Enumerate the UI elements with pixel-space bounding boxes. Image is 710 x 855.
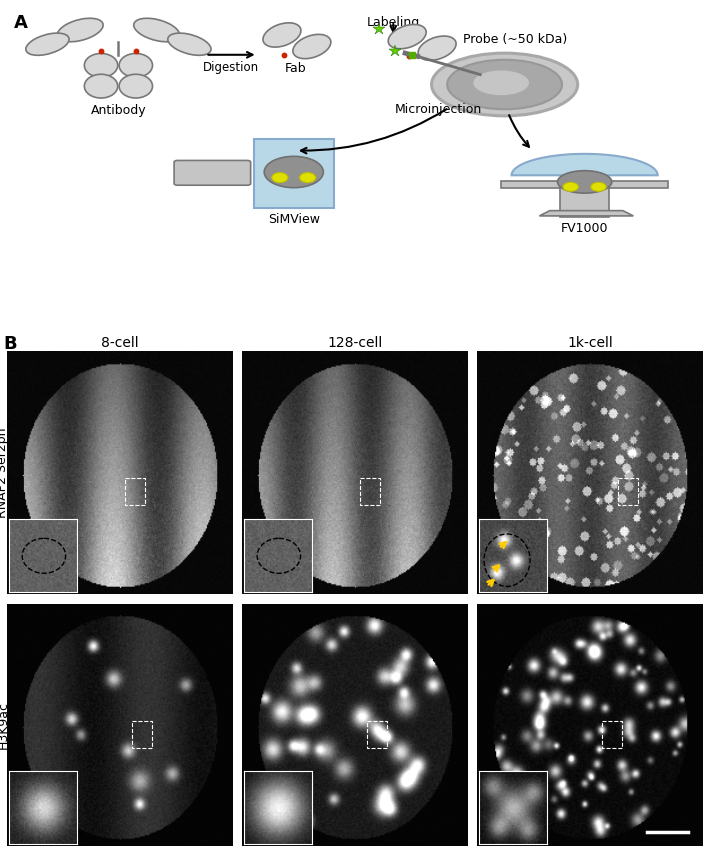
Ellipse shape xyxy=(119,74,153,98)
Text: Fab: Fab xyxy=(285,62,307,75)
Ellipse shape xyxy=(557,171,612,193)
Title: 1k-cell: 1k-cell xyxy=(567,336,613,350)
Bar xyxy=(618,478,638,504)
Bar xyxy=(125,478,146,504)
Bar xyxy=(560,187,609,216)
Ellipse shape xyxy=(58,18,103,42)
Ellipse shape xyxy=(272,173,288,183)
Ellipse shape xyxy=(447,60,562,109)
Ellipse shape xyxy=(84,74,118,98)
Title: 128-cell: 128-cell xyxy=(327,336,383,350)
Title: 8-cell: 8-cell xyxy=(102,336,139,350)
Ellipse shape xyxy=(388,25,426,49)
Text: B: B xyxy=(4,335,17,353)
Ellipse shape xyxy=(84,54,118,77)
Ellipse shape xyxy=(119,54,153,77)
Bar xyxy=(132,721,152,747)
Text: Microinjection: Microinjection xyxy=(395,103,482,115)
Text: FV1000: FV1000 xyxy=(561,221,608,234)
Ellipse shape xyxy=(168,33,211,56)
Bar xyxy=(602,721,622,747)
Ellipse shape xyxy=(418,36,456,61)
Ellipse shape xyxy=(432,53,578,116)
Text: Labeling: Labeling xyxy=(366,15,420,29)
Ellipse shape xyxy=(133,18,180,42)
Text: Digestion: Digestion xyxy=(203,61,259,74)
Ellipse shape xyxy=(474,70,529,95)
Polygon shape xyxy=(512,154,657,175)
Text: Antibody: Antibody xyxy=(91,104,146,117)
Polygon shape xyxy=(540,210,633,216)
Bar xyxy=(367,721,387,747)
Y-axis label: RNAP2 Ser2ph: RNAP2 Ser2ph xyxy=(0,428,9,518)
Text: SiMView: SiMView xyxy=(268,213,320,227)
Ellipse shape xyxy=(300,173,316,183)
Bar xyxy=(254,139,334,209)
Y-axis label: H3K9ac: H3K9ac xyxy=(0,701,9,749)
Ellipse shape xyxy=(264,156,323,188)
Ellipse shape xyxy=(591,182,606,192)
Bar xyxy=(360,478,381,504)
Text: Probe (~50 kDa): Probe (~50 kDa) xyxy=(463,33,567,46)
Ellipse shape xyxy=(263,23,301,47)
Text: A: A xyxy=(14,14,28,32)
Bar xyxy=(501,181,668,187)
Ellipse shape xyxy=(293,34,331,59)
Ellipse shape xyxy=(26,33,69,56)
FancyBboxPatch shape xyxy=(174,161,251,186)
Ellipse shape xyxy=(563,182,579,192)
